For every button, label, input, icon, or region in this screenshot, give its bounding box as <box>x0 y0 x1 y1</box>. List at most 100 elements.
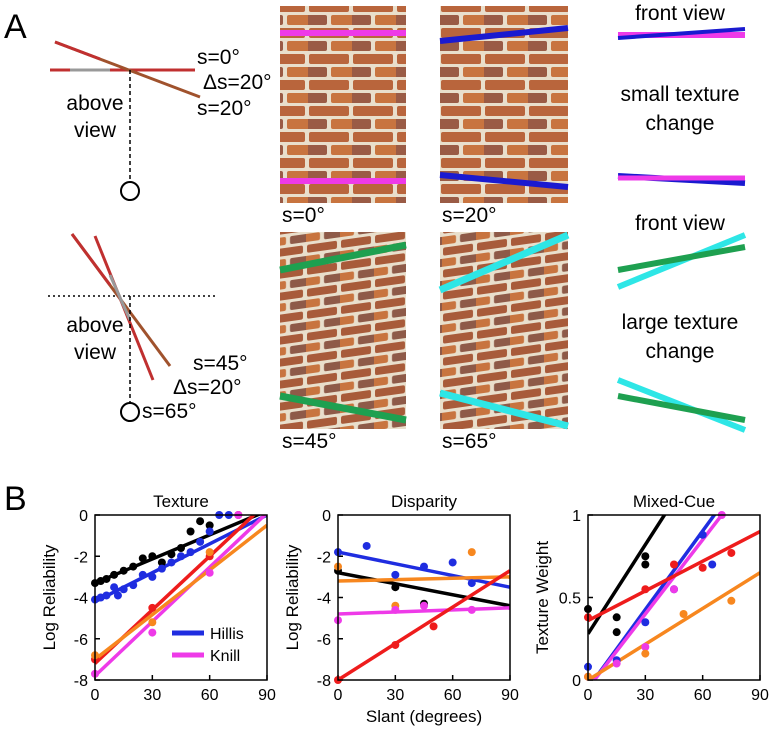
data-point <box>391 640 400 649</box>
x-tick-label: 60 <box>201 687 219 704</box>
data-point <box>119 566 128 575</box>
fit-line <box>338 606 510 616</box>
data-point <box>362 541 371 550</box>
data-point <box>148 572 157 581</box>
plot-area <box>338 550 510 680</box>
fit-line <box>338 575 510 583</box>
image-label: s=20° <box>442 204 497 227</box>
data-point <box>727 548 736 557</box>
data-point <box>138 554 147 563</box>
data-point <box>157 564 166 573</box>
data-point <box>641 618 650 627</box>
data-point <box>612 613 621 622</box>
y-axis-label: Log Reliability <box>283 544 302 650</box>
data-point <box>641 649 650 658</box>
y-tick-label: 0 <box>572 673 581 690</box>
x-tick-label: 30 <box>636 687 654 704</box>
axes-box <box>337 514 511 681</box>
data-point <box>205 568 214 577</box>
label: change <box>646 340 715 363</box>
label: above <box>66 92 123 115</box>
data-point <box>119 585 128 594</box>
data-point <box>391 570 400 579</box>
data-point <box>391 583 400 592</box>
data-point <box>612 659 621 668</box>
data-point <box>641 560 650 569</box>
data-point <box>167 550 176 559</box>
data-point <box>420 601 428 610</box>
image-label: s=45° <box>282 430 337 453</box>
data-point <box>177 544 185 552</box>
legend-box <box>172 620 260 670</box>
data-point <box>157 558 166 567</box>
label: s=45° <box>193 352 248 375</box>
y-tick-label: -4 <box>74 591 88 608</box>
panel-label: A <box>4 8 27 46</box>
data-point <box>196 517 205 526</box>
axes-box <box>94 514 268 681</box>
y-tick-label: -6 <box>74 632 88 649</box>
legend-label: Knill <box>210 648 240 665</box>
brick-images: s=0° s=20° s=45° s=65° <box>279 6 570 453</box>
data-point <box>708 560 717 569</box>
fit-line <box>338 571 510 608</box>
y-tick-label: 1 <box>572 508 581 525</box>
data-point <box>641 585 650 594</box>
right-column: front view small texture change front vi… <box>616 2 747 433</box>
fit-line <box>338 569 510 680</box>
data-point <box>698 530 707 539</box>
y-tick-label: -6 <box>317 632 331 649</box>
data-point <box>670 560 678 569</box>
y-tick-label: -2 <box>74 549 88 566</box>
panel-label: B <box>4 480 27 518</box>
chart-title: Disparity <box>391 492 458 511</box>
data-point <box>129 581 138 590</box>
data-point <box>148 618 157 627</box>
label: s=20° <box>197 97 252 120</box>
label: large texture <box>622 311 739 334</box>
chart: Disparity Log Reliability Slant (degrees) 0… <box>283 492 519 726</box>
x-tick-label: 90 <box>501 687 519 704</box>
x-tick-label: 0 <box>584 687 593 704</box>
data-point <box>196 537 205 546</box>
x-tick-label: 0 <box>334 687 343 704</box>
label: front view <box>635 212 726 235</box>
chart-title: Mixed-Cue <box>633 492 715 511</box>
data-point <box>391 605 400 614</box>
axes-box <box>587 514 761 681</box>
y-tick-label: -4 <box>317 591 331 608</box>
label: s=0° <box>197 46 240 69</box>
data-point <box>177 552 185 561</box>
x-tick-label: 30 <box>143 687 161 704</box>
y-tick-label: 0.5 <box>559 591 581 608</box>
x-tick-label: 60 <box>444 687 462 704</box>
data-point <box>129 562 138 571</box>
label: Δs=20° <box>173 376 242 399</box>
x-tick-label: 60 <box>694 687 712 704</box>
chart: Mixed-Cue Texture Weight 0 0.5 1 0 30 60 90 <box>533 492 769 704</box>
fit-line <box>588 529 760 623</box>
data-point <box>448 558 457 567</box>
data-point <box>205 521 214 530</box>
label: front view <box>635 2 726 25</box>
data-point <box>205 548 214 557</box>
x-tick-label: 0 <box>91 687 100 704</box>
data-point <box>420 562 428 571</box>
y-tick-label: -2 <box>317 549 331 566</box>
data-point <box>467 605 476 614</box>
x-tick-label: 30 <box>386 687 404 704</box>
data-point <box>148 552 157 561</box>
y-tick-label: -8 <box>317 673 331 690</box>
chart-title: Texture <box>153 492 209 511</box>
y-tick-label: 0 <box>79 508 88 525</box>
data-point <box>148 628 157 637</box>
label: change <box>646 112 715 135</box>
data-point <box>679 610 688 618</box>
x-tick-label: 90 <box>258 687 276 704</box>
data-point <box>186 548 195 557</box>
data-point <box>612 628 621 637</box>
data-point <box>138 570 147 579</box>
data-point <box>113 591 122 600</box>
data-point <box>467 548 476 557</box>
